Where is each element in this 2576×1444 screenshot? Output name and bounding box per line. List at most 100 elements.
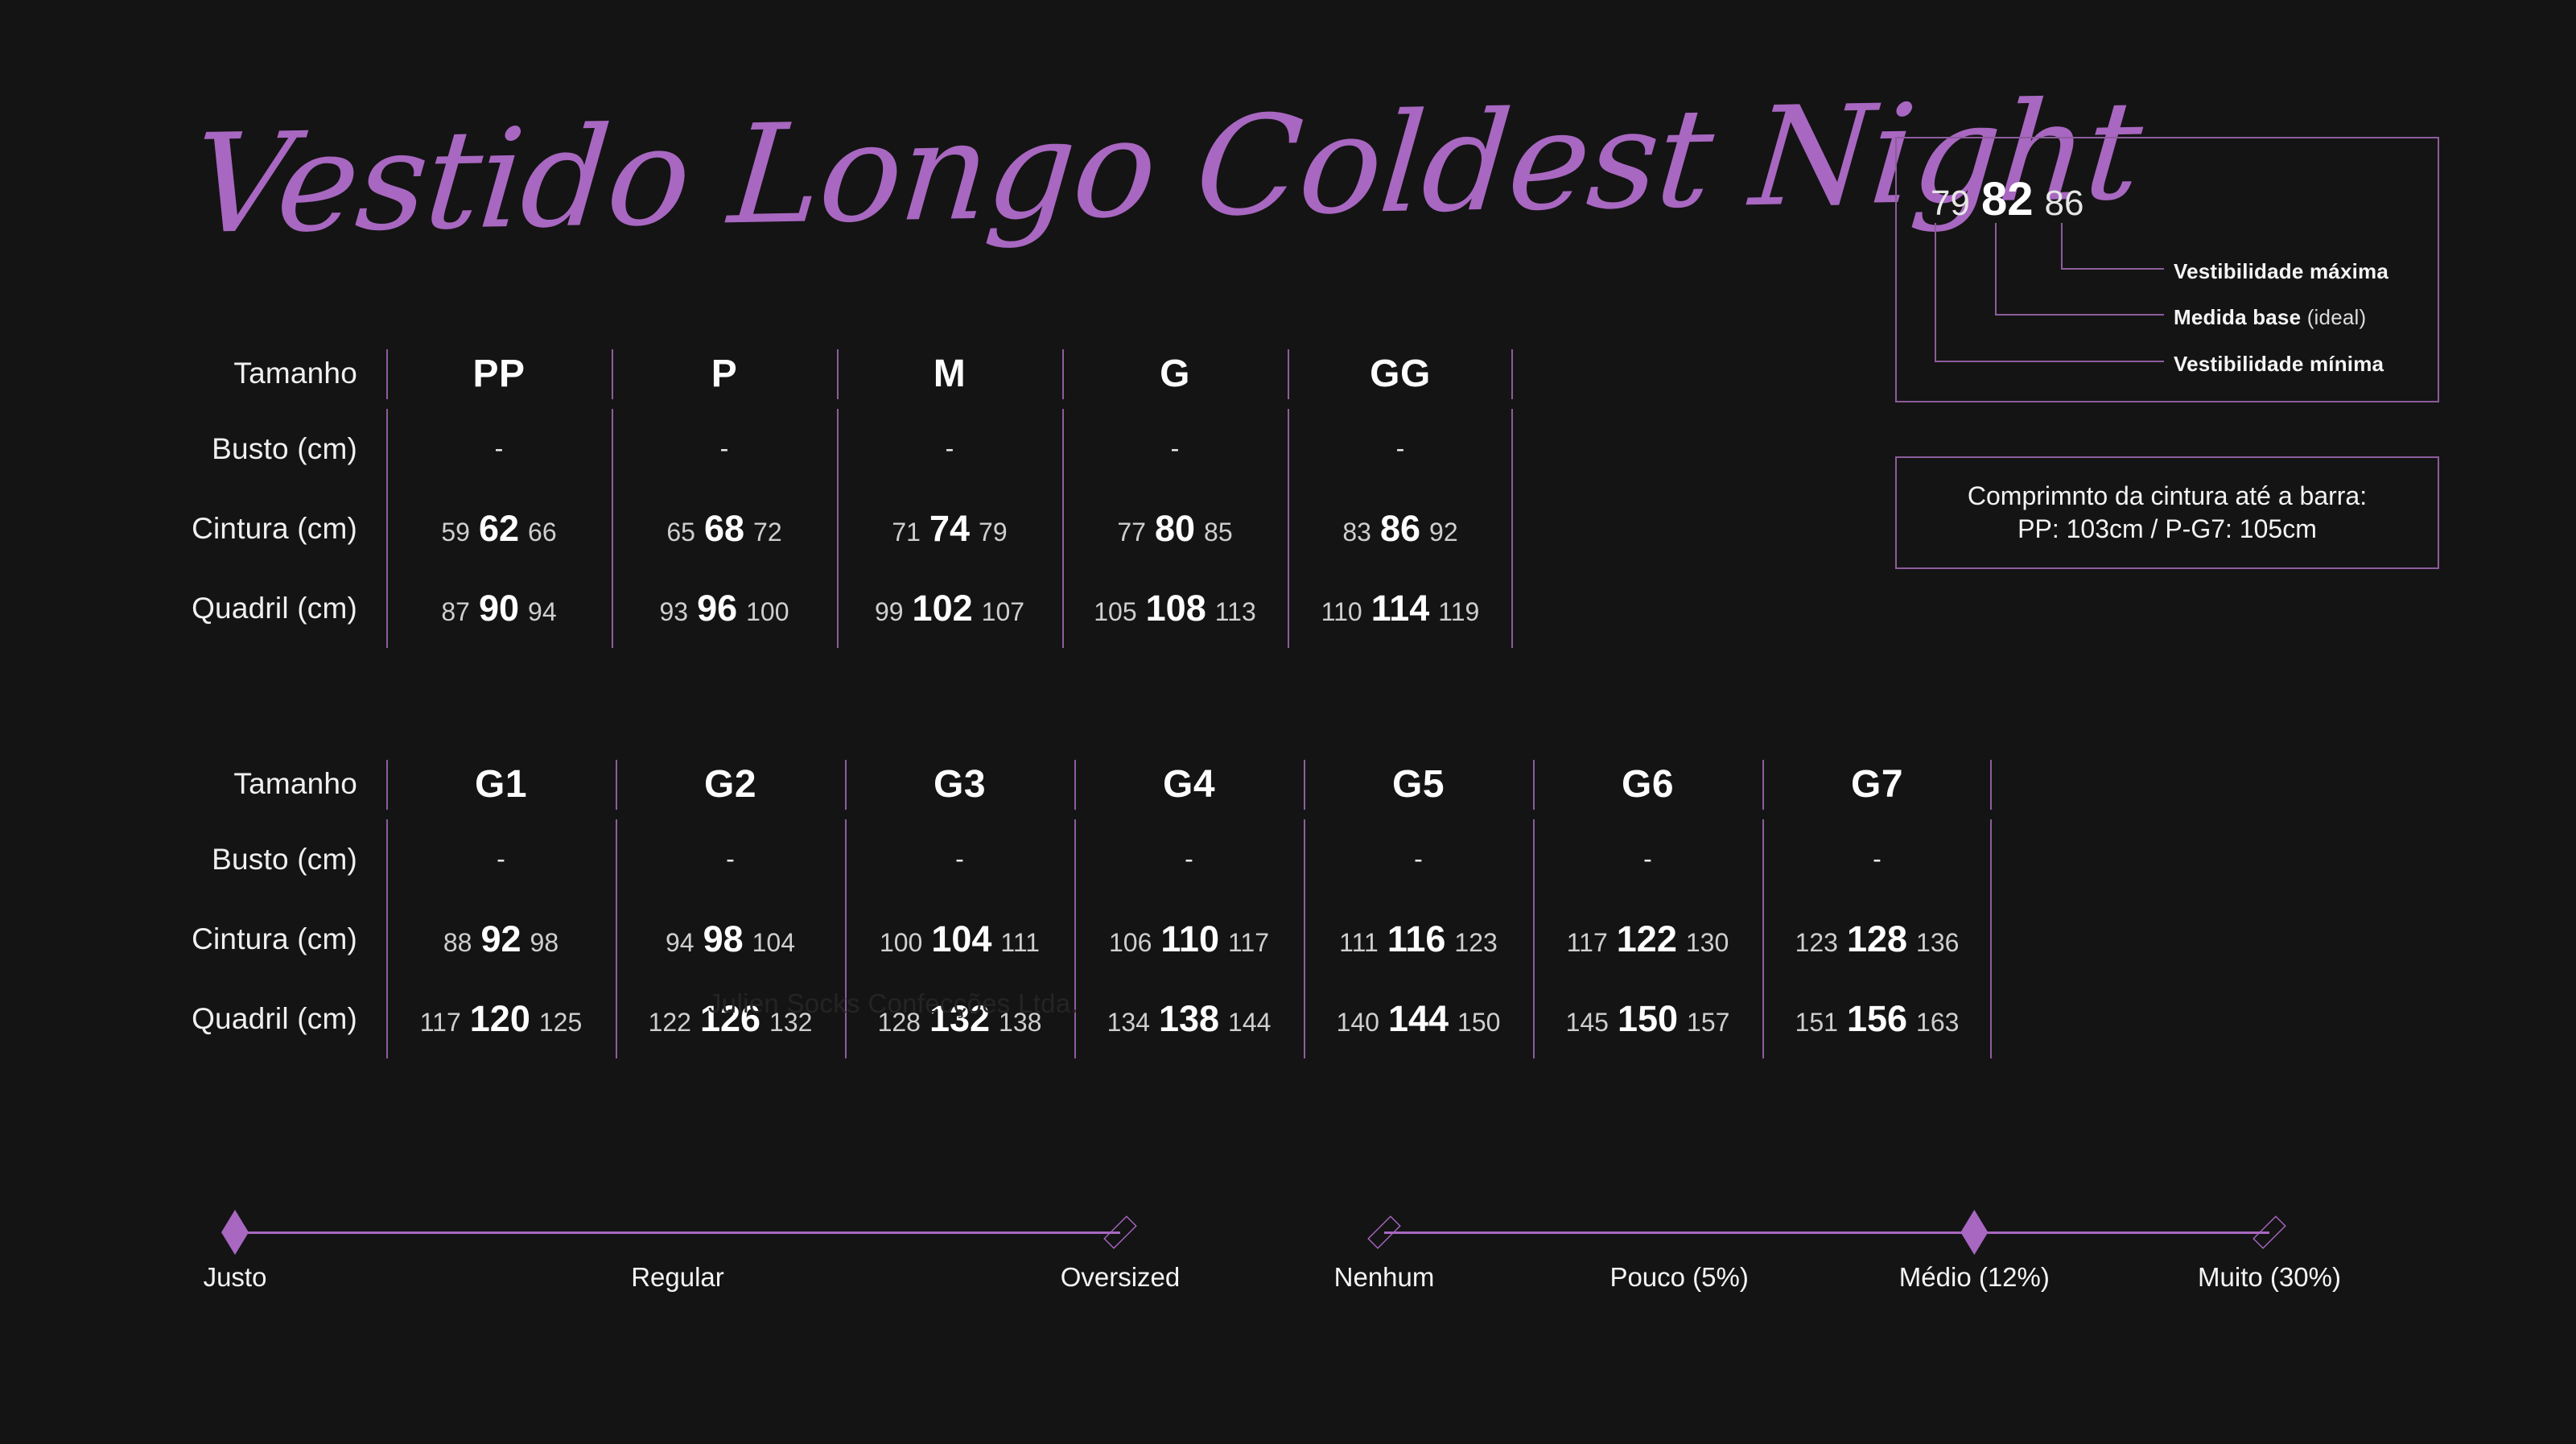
value-triplet: 87 90 94 <box>386 588 612 629</box>
max-value: 150 <box>1457 1007 1501 1037</box>
base-value: 80 <box>1154 507 1196 549</box>
slider-marker-m-dio-12[interactable] <box>1960 1210 1988 1255</box>
measurement-cell: 87 90 94 <box>386 568 612 648</box>
slider-label-m-dio-12[interactable]: Médio (12%) <box>1898 1262 2050 1292</box>
measurement-cell: 123 128 136 <box>1762 899 1992 979</box>
slider-label-pouco-5[interactable]: Pouco (5%) <box>1609 1262 1749 1292</box>
value-triplet: 123 128 136 <box>1762 918 1992 960</box>
slider-track[interactable] <box>1384 1232 2269 1234</box>
column-divider <box>1304 760 1305 810</box>
min-value: 99 <box>874 596 904 626</box>
size-label: G6 <box>1621 762 1675 806</box>
value-triplet: 151 156 163 <box>1762 998 1992 1040</box>
max-value: 130 <box>1685 927 1729 957</box>
column-divider <box>386 349 388 399</box>
column-divider <box>845 760 847 810</box>
base-value: 120 <box>469 997 530 1039</box>
max-value: 163 <box>1916 1007 1960 1037</box>
min-value: 105 <box>1094 596 1137 626</box>
column-divider <box>616 899 617 979</box>
measurement-cell: - <box>612 409 837 489</box>
size-label: G7 <box>1850 762 1904 806</box>
column-divider <box>1533 760 1535 810</box>
column-divider <box>386 568 388 648</box>
legend-min-value: 79 <box>1931 184 1970 223</box>
max-value: 111 <box>1000 927 1041 957</box>
slider-marker-muito-30[interactable] <box>2259 1209 2280 1256</box>
measurement-cell: 99 102 107 <box>837 568 1062 648</box>
measurement-cell: 93 96 100 <box>612 568 837 648</box>
base-value: 116 <box>1387 918 1446 959</box>
size-label: GG <box>1370 352 1431 395</box>
column-divider <box>837 409 839 489</box>
slider-label-regular[interactable]: Regular <box>631 1262 724 1292</box>
column-divider <box>1304 899 1305 979</box>
slider-marker-justo[interactable] <box>221 1210 249 1255</box>
column-divider <box>1533 979 1535 1058</box>
value-triplet: 83 86 92 <box>1288 508 1513 550</box>
slider-marker-oversized[interactable] <box>1110 1209 1131 1256</box>
measurement-cell: 128 132 138 <box>845 979 1074 1058</box>
table-row: Cintura (cm) 88 92 98 94 98 104 100 104 111 106 110… <box>145 899 1992 979</box>
size-table: Tamanho G1 G2 G3 G4 G5 G6 G7 Busto (cm) - - - - - - - Ci… <box>145 749 1992 1058</box>
table-row: Quadril (cm) 117 120 125 122 126 132 128 132 138 1… <box>145 979 1992 1058</box>
column-divider <box>612 349 613 399</box>
column-divider <box>1074 979 1076 1058</box>
column-divider <box>1762 819 1764 899</box>
size-header-g7: G7 <box>1762 749 1992 819</box>
empty-value: - <box>726 844 735 873</box>
measurement-cell: 110 114 119 <box>1288 568 1513 648</box>
slider-label-oversized[interactable]: Oversized <box>1060 1262 1181 1292</box>
measurement-cell: 71 74 79 <box>837 489 1062 568</box>
column-divider <box>845 819 847 899</box>
base-value: 128 <box>1846 918 1908 959</box>
measurement-cell: - <box>1062 409 1288 489</box>
empty-value: - <box>1873 844 1882 873</box>
slider-marker-nenhum[interactable] <box>1374 1209 1395 1256</box>
slider-label-nenhum[interactable]: Nenhum <box>1333 1262 1435 1292</box>
column-divider <box>1511 489 1513 568</box>
column-divider <box>1074 899 1076 979</box>
column-divider <box>1304 819 1305 899</box>
row-label: Quadril (cm) <box>192 591 357 625</box>
max-value: 66 <box>528 517 557 547</box>
min-value: 111 <box>1339 927 1379 957</box>
value-triplet: 111 116 123 <box>1304 918 1533 960</box>
column-divider <box>1074 760 1076 810</box>
base-value: 114 <box>1370 587 1430 629</box>
column-divider <box>616 760 617 810</box>
slider-track[interactable] <box>235 1232 1120 1234</box>
value-triplet: 122 126 132 <box>616 998 845 1040</box>
empty-value: - <box>719 434 729 463</box>
max-value: 138 <box>999 1007 1042 1037</box>
legend-label-base-soft: (ideal) <box>2306 305 2367 329</box>
measurement-cell: 117 122 130 <box>1533 899 1762 979</box>
measurement-cell: 106 110 117 <box>1074 899 1304 979</box>
min-value: 117 <box>1566 927 1608 957</box>
measurement-cell: - <box>837 409 1062 489</box>
legend-max-value: 86 <box>2044 184 2084 223</box>
measurement-cell: 83 86 92 <box>1288 489 1513 568</box>
slider-label-muito-30[interactable]: Muito (30%) <box>2198 1262 2341 1292</box>
value-triplet: 128 132 138 <box>845 998 1074 1040</box>
min-value: 123 <box>1795 927 1838 957</box>
value-triplet: 77 80 85 <box>1062 508 1288 550</box>
value-triplet: 99 102 107 <box>837 588 1062 629</box>
size-header-p: P <box>612 338 837 409</box>
max-value: 132 <box>769 1007 813 1037</box>
stretch-slider[interactable]: Nenhum Pouco (5%) Médio (12%) Muito (30%) <box>1334 1207 2341 1320</box>
measurement-cell: 88 92 98 <box>386 899 616 979</box>
size-table-primary: Tamanho PP P M G GG Busto (cm) - - - - - Cintura (cm… <box>145 338 1513 648</box>
min-value: 151 <box>1795 1007 1838 1037</box>
column-divider <box>845 979 847 1058</box>
min-value: 117 <box>419 1007 461 1037</box>
base-value: 104 <box>931 918 992 959</box>
min-value: 71 <box>892 517 921 547</box>
column-divider <box>1288 409 1289 489</box>
size-label: G2 <box>703 762 757 806</box>
slider-label-justo[interactable]: Justo <box>203 1262 267 1292</box>
column-divider <box>1533 899 1535 979</box>
min-value: 83 <box>1342 517 1371 547</box>
fit-slider[interactable]: Justo Regular Oversized <box>193 1207 1180 1320</box>
column-divider <box>612 409 613 489</box>
